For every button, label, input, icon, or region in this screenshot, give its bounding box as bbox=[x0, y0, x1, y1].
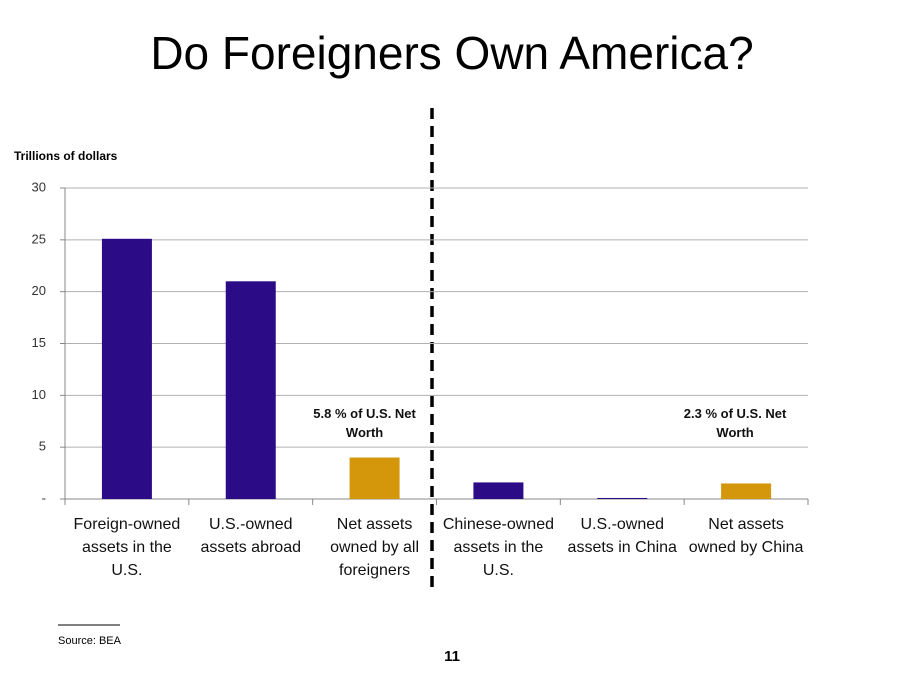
chart-title: Do Foreigners Own America? bbox=[150, 27, 753, 79]
source: Source: BEA bbox=[58, 635, 122, 647]
bar bbox=[597, 497, 648, 499]
y-axis-label: Trillions of dollars bbox=[14, 149, 118, 163]
bar bbox=[721, 483, 772, 499]
y-tick-label: 20 bbox=[32, 283, 46, 298]
y-tick-label: 10 bbox=[32, 387, 46, 402]
bar bbox=[473, 482, 524, 499]
y-tick-label: 5 bbox=[39, 439, 46, 454]
annotation: 5.8 % of U.S. Net Worth bbox=[313, 406, 416, 440]
x-tick-label: U.S.-owned assets in China bbox=[567, 516, 677, 556]
y-tick-label: - bbox=[42, 490, 46, 505]
x-tick-label: Net assets owned by all foreigners bbox=[330, 516, 420, 579]
y-tick-label: 25 bbox=[32, 231, 46, 246]
bar bbox=[225, 281, 276, 499]
y-tick-label: 15 bbox=[32, 335, 46, 350]
x-tick-label: Foreign-owned assets in the U.S. bbox=[73, 516, 181, 579]
page-number: 11 bbox=[444, 648, 460, 665]
y-tick-label: 30 bbox=[32, 179, 46, 194]
annotation: 2.3 % of U.S. Net Worth bbox=[683, 406, 787, 440]
bar bbox=[101, 238, 152, 499]
x-tick-label: Net assets owned by China bbox=[688, 516, 804, 556]
bar bbox=[349, 457, 400, 499]
x-tick-label: U.S.-owned assets abroad bbox=[200, 516, 301, 556]
x-tick-label: Chinese-owned assets in the U.S. bbox=[442, 516, 554, 579]
